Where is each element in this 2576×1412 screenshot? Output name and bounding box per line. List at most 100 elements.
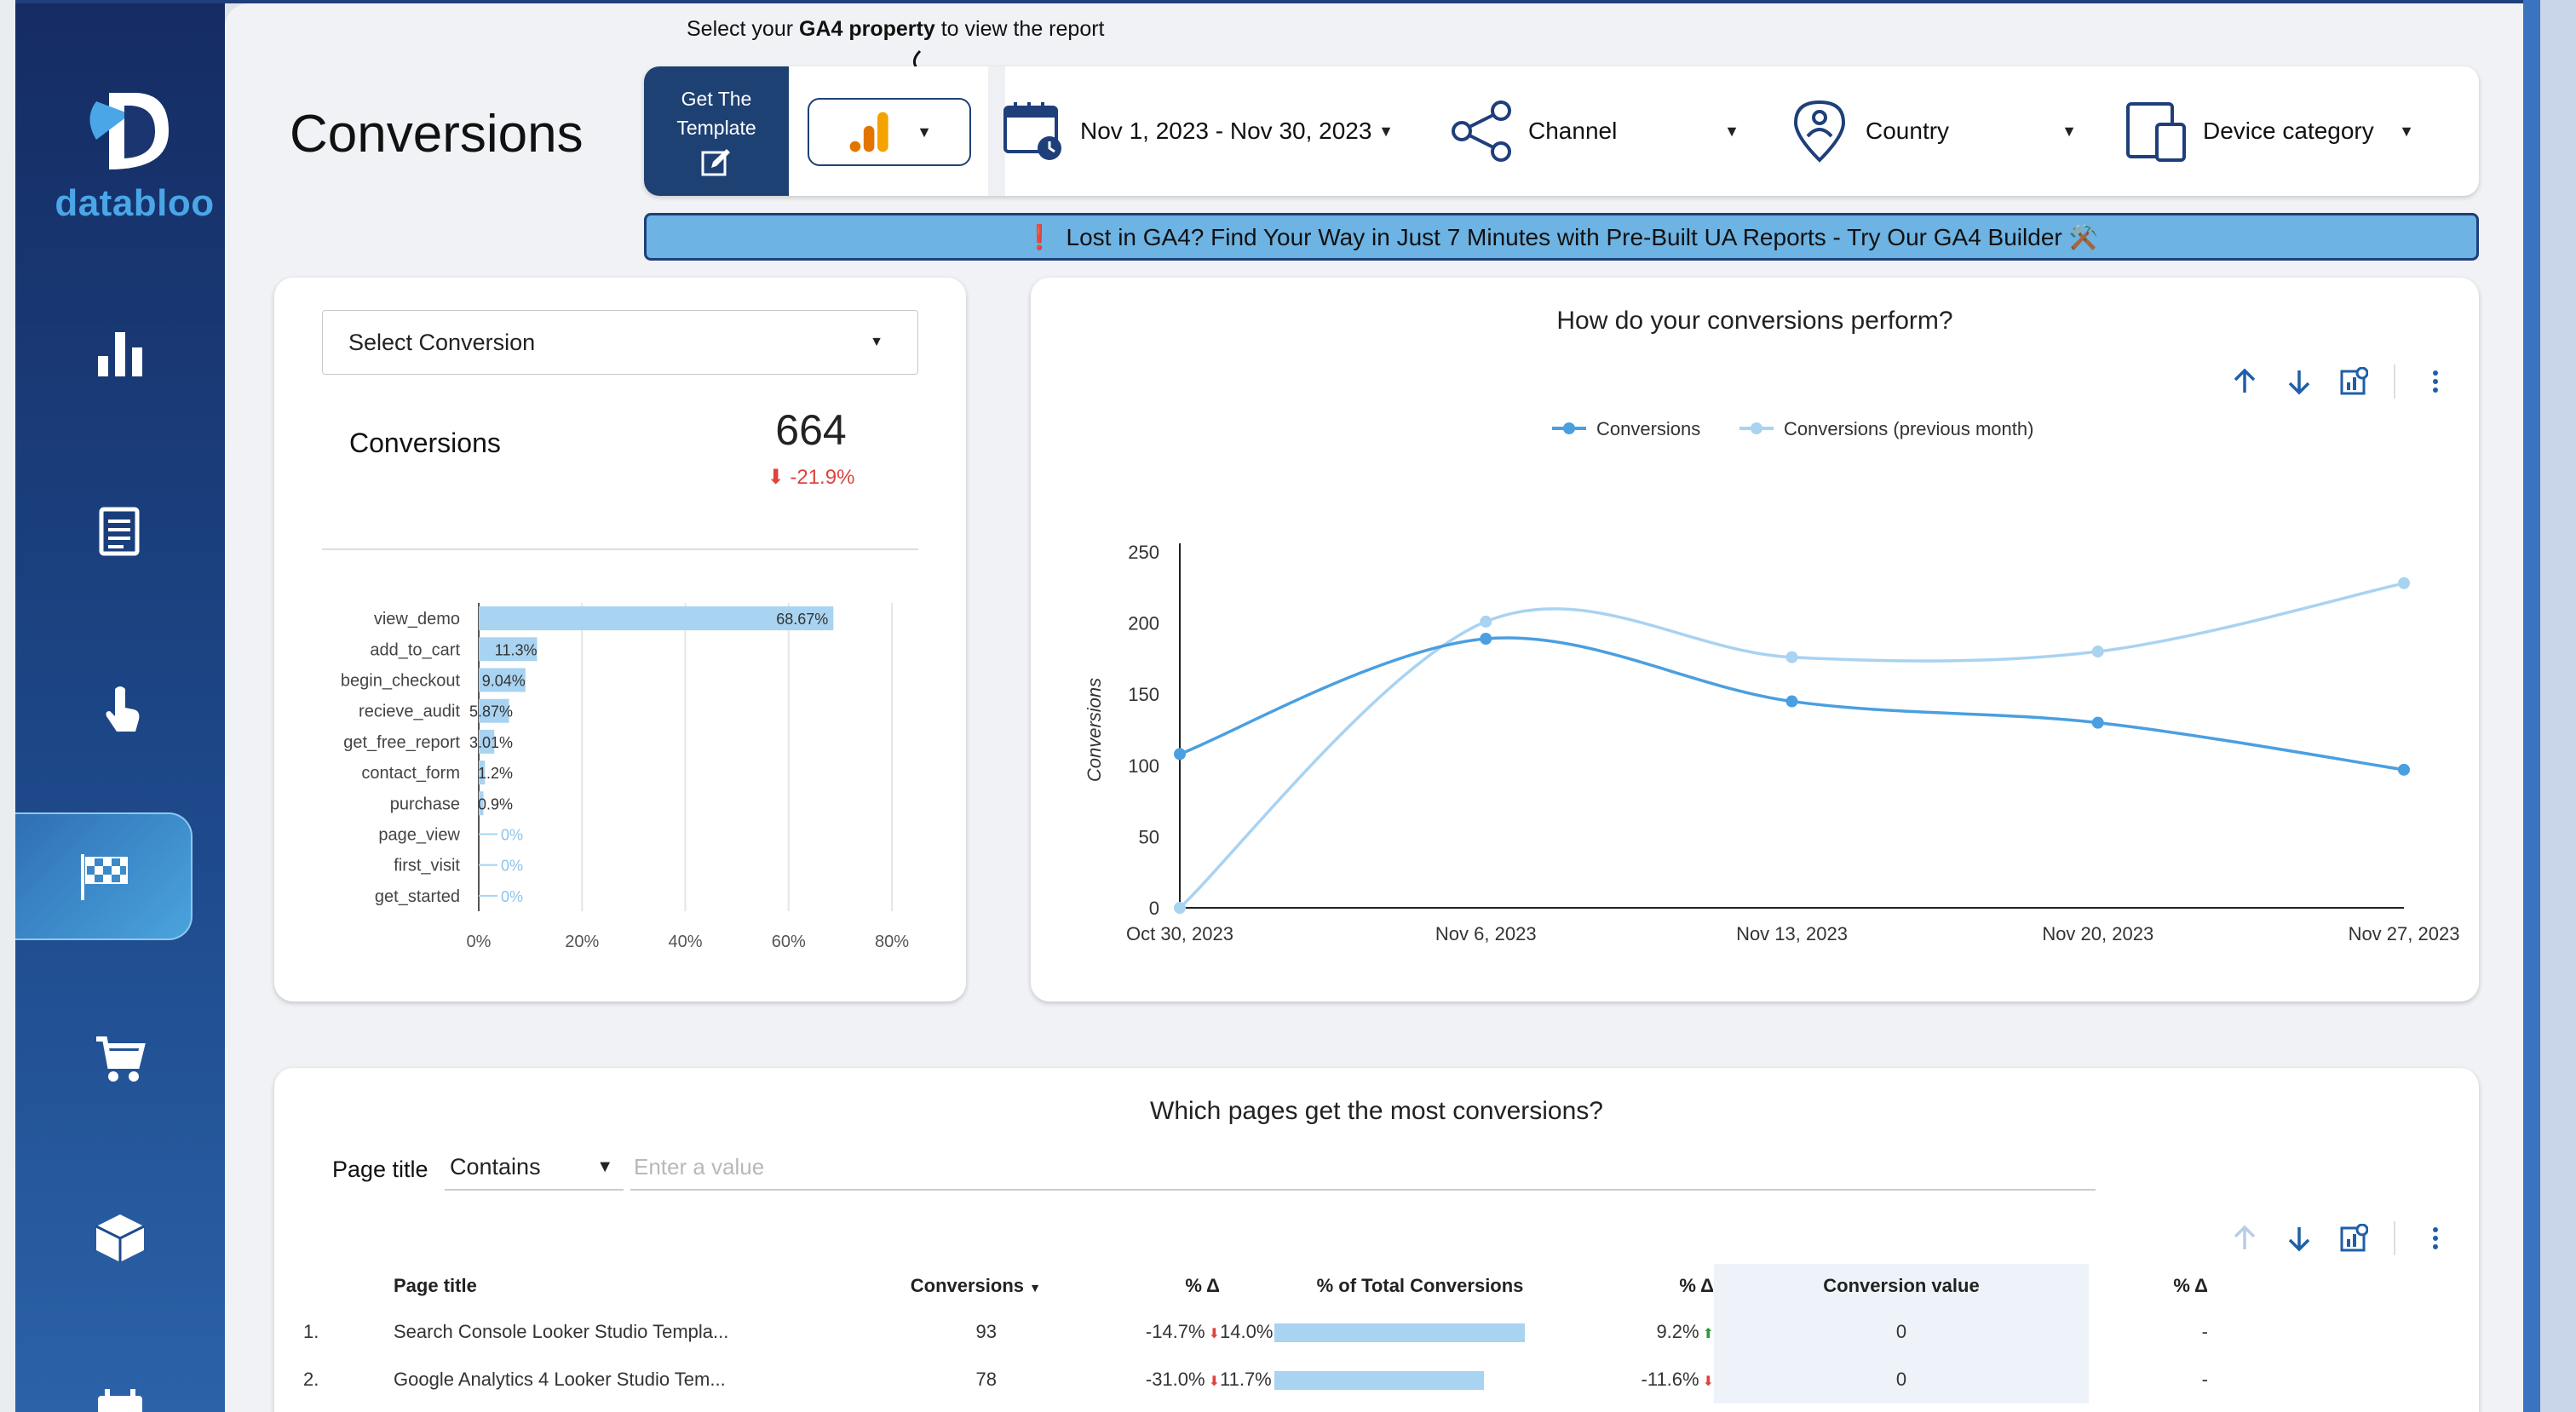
ga4-property-select[interactable]: ▼ [808, 98, 971, 166]
column-header[interactable]: % Δ [1185, 1275, 1220, 1296]
kpi-delta-value: -21.9% [790, 466, 855, 489]
conversion-select[interactable]: Select Conversion ▼ [322, 310, 918, 375]
x-tick-label: 20% [565, 933, 599, 951]
series-line [1178, 582, 2405, 910]
rank: 1. [303, 1321, 319, 1342]
sort-descending-icon[interactable] [2285, 367, 2314, 396]
pages-table-card: Which pages get the most conversions? Pa… [274, 1068, 2479, 1412]
category-label: purchase [390, 795, 460, 813]
more-options-icon[interactable] [2421, 367, 2450, 396]
conversion-select-label: Select Conversion [348, 329, 536, 355]
bar-chart-icon [98, 332, 142, 376]
table-row[interactable]: 2. Google Analytics 4 Looker Studio Tem..… [300, 1356, 2208, 1403]
chevron-down-icon: ▼ [1724, 122, 1739, 140]
data-point [1480, 615, 1492, 628]
brand-logo[interactable]: databloo [49, 80, 220, 225]
promo-banner[interactable]: ❗ Lost in GA4? Find Your Way in Just 7 M… [644, 213, 2479, 261]
channel-filter[interactable]: Channel ▼ [1450, 66, 1739, 196]
data-label: 5.87% [469, 703, 513, 720]
share-value: 14.0% [1220, 1321, 1274, 1342]
sidebar-item-calendar[interactable] [15, 1349, 225, 1412]
x-tick-label: Nov 27, 2023 [2349, 923, 2460, 944]
arrow-down-icon: ⬇ [1208, 1327, 1220, 1341]
delta-cell: -14.7% ⬇ [1075, 1308, 1220, 1356]
date-range-value: Nov 1, 2023 - Nov 30, 2023 [1080, 118, 1372, 144]
operator-value: Contains [450, 1153, 541, 1180]
hint-suffix: to view the report [934, 17, 1105, 41]
bar [479, 606, 834, 631]
y-tick-label: 200 [1128, 613, 1159, 634]
arrow-down-icon: ⬇ [1702, 1375, 1714, 1389]
sidebar-item-products[interactable] [15, 1174, 225, 1302]
share-bar [1274, 1371, 1484, 1391]
legend-label: Conversions [1596, 418, 1700, 439]
column-header[interactable]: % Δ [2173, 1275, 2208, 1296]
template-button-label: Get The Template [676, 88, 756, 139]
calendar-clock-icon [1003, 102, 1061, 160]
value-cell: 0 [1714, 1308, 2089, 1356]
device-filter[interactable]: Device category ▼ [2125, 66, 2414, 196]
drill-down-icon[interactable] [2339, 1224, 2368, 1253]
sidebar-item-ecommerce[interactable] [15, 996, 225, 1123]
drill-down-icon[interactable] [2339, 367, 2368, 396]
share-bar [1274, 1323, 1525, 1343]
delta-value: -14.7% [1145, 1321, 1205, 1342]
hint-prefix: Select your [687, 17, 800, 41]
delta-cell: -31.0% ⬇ [1075, 1356, 1220, 1403]
category-label: contact_form [361, 764, 460, 783]
data-label: 1.2% [478, 765, 513, 782]
column-header-label: Conversions [910, 1275, 1025, 1296]
chart-title: How do your conversions perform? [1556, 307, 1953, 335]
value-delta-cell: - [2201, 1321, 2208, 1342]
sidebar: databloo [15, 3, 225, 1412]
chevron-down-icon: ▼ [1378, 122, 1394, 140]
bar [479, 761, 486, 785]
chevron-down-icon: ▼ [2399, 122, 2414, 140]
conversions-cell: 78 [975, 1369, 997, 1390]
column-header-sorted[interactable]: Conversions ▼ [819, 1264, 1075, 1308]
sidebar-item-conversions[interactable] [15, 812, 193, 940]
x-tick-label: Nov 6, 2023 [1435, 923, 1537, 944]
y-tick-label: 50 [1139, 826, 1159, 847]
filter-value-input[interactable] [630, 1145, 2096, 1191]
operator-select[interactable]: Contains ▼ [445, 1145, 624, 1191]
table-row[interactable]: 1. Search Console Looker Studio Templa...… [300, 1308, 2208, 1356]
data-point [1480, 632, 1492, 645]
y-tick-label: 0 [1149, 898, 1159, 919]
country-filter[interactable]: Country ▼ [1787, 66, 2077, 196]
value-cell: 0 [1714, 1356, 2089, 1403]
sort-ascending-icon[interactable] [2230, 367, 2259, 396]
category-label: recieve_audit [359, 703, 460, 721]
date-range-filter[interactable]: Nov 1, 2023 - Nov 30, 2023 ▼ [1002, 66, 1394, 196]
category-label: first_visit [394, 857, 460, 875]
bar [479, 668, 526, 692]
x-tick-label: Nov 13, 2023 [1736, 923, 1848, 944]
divider [988, 66, 1005, 196]
get-template-button[interactable]: Get The Template [644, 66, 789, 196]
sidebar-item-engagement[interactable] [15, 644, 225, 772]
legend-marker [1563, 422, 1575, 434]
share-delta-value: -11.6% [1641, 1369, 1699, 1390]
legend-label: Conversions (previous month) [1784, 418, 2033, 439]
sort-descending-icon[interactable] [2285, 1224, 2314, 1253]
sort-ascending-icon[interactable] [2230, 1224, 2259, 1253]
x-tick-label: 40% [668, 933, 702, 951]
page-title-cell: Search Console Looker Studio Templa... [394, 1321, 729, 1342]
column-header[interactable]: Page title [394, 1275, 477, 1296]
sidebar-item-overview[interactable] [15, 289, 225, 416]
share-delta-cell: 9.2% ⬆ [1620, 1308, 1714, 1356]
column-header[interactable]: Conversion value [1714, 1264, 2089, 1308]
sidebar-item-reports[interactable] [15, 468, 225, 595]
y-tick-label: 100 [1128, 755, 1159, 777]
data-point [1785, 651, 1798, 663]
touch-icon [106, 686, 140, 732]
bar [479, 791, 484, 816]
more-options-icon[interactable] [2421, 1224, 2450, 1253]
banner-text: Lost in GA4? Find Your Way in Just 7 Min… [1066, 223, 2099, 250]
x-tick-label: 80% [875, 933, 909, 951]
bar [479, 698, 509, 723]
column-header[interactable]: % Δ [1679, 1275, 1714, 1296]
share-delta-value: 9.2% [1656, 1321, 1699, 1342]
divider [2394, 364, 2395, 399]
column-header[interactable]: % of Total Conversions [1316, 1275, 1524, 1296]
